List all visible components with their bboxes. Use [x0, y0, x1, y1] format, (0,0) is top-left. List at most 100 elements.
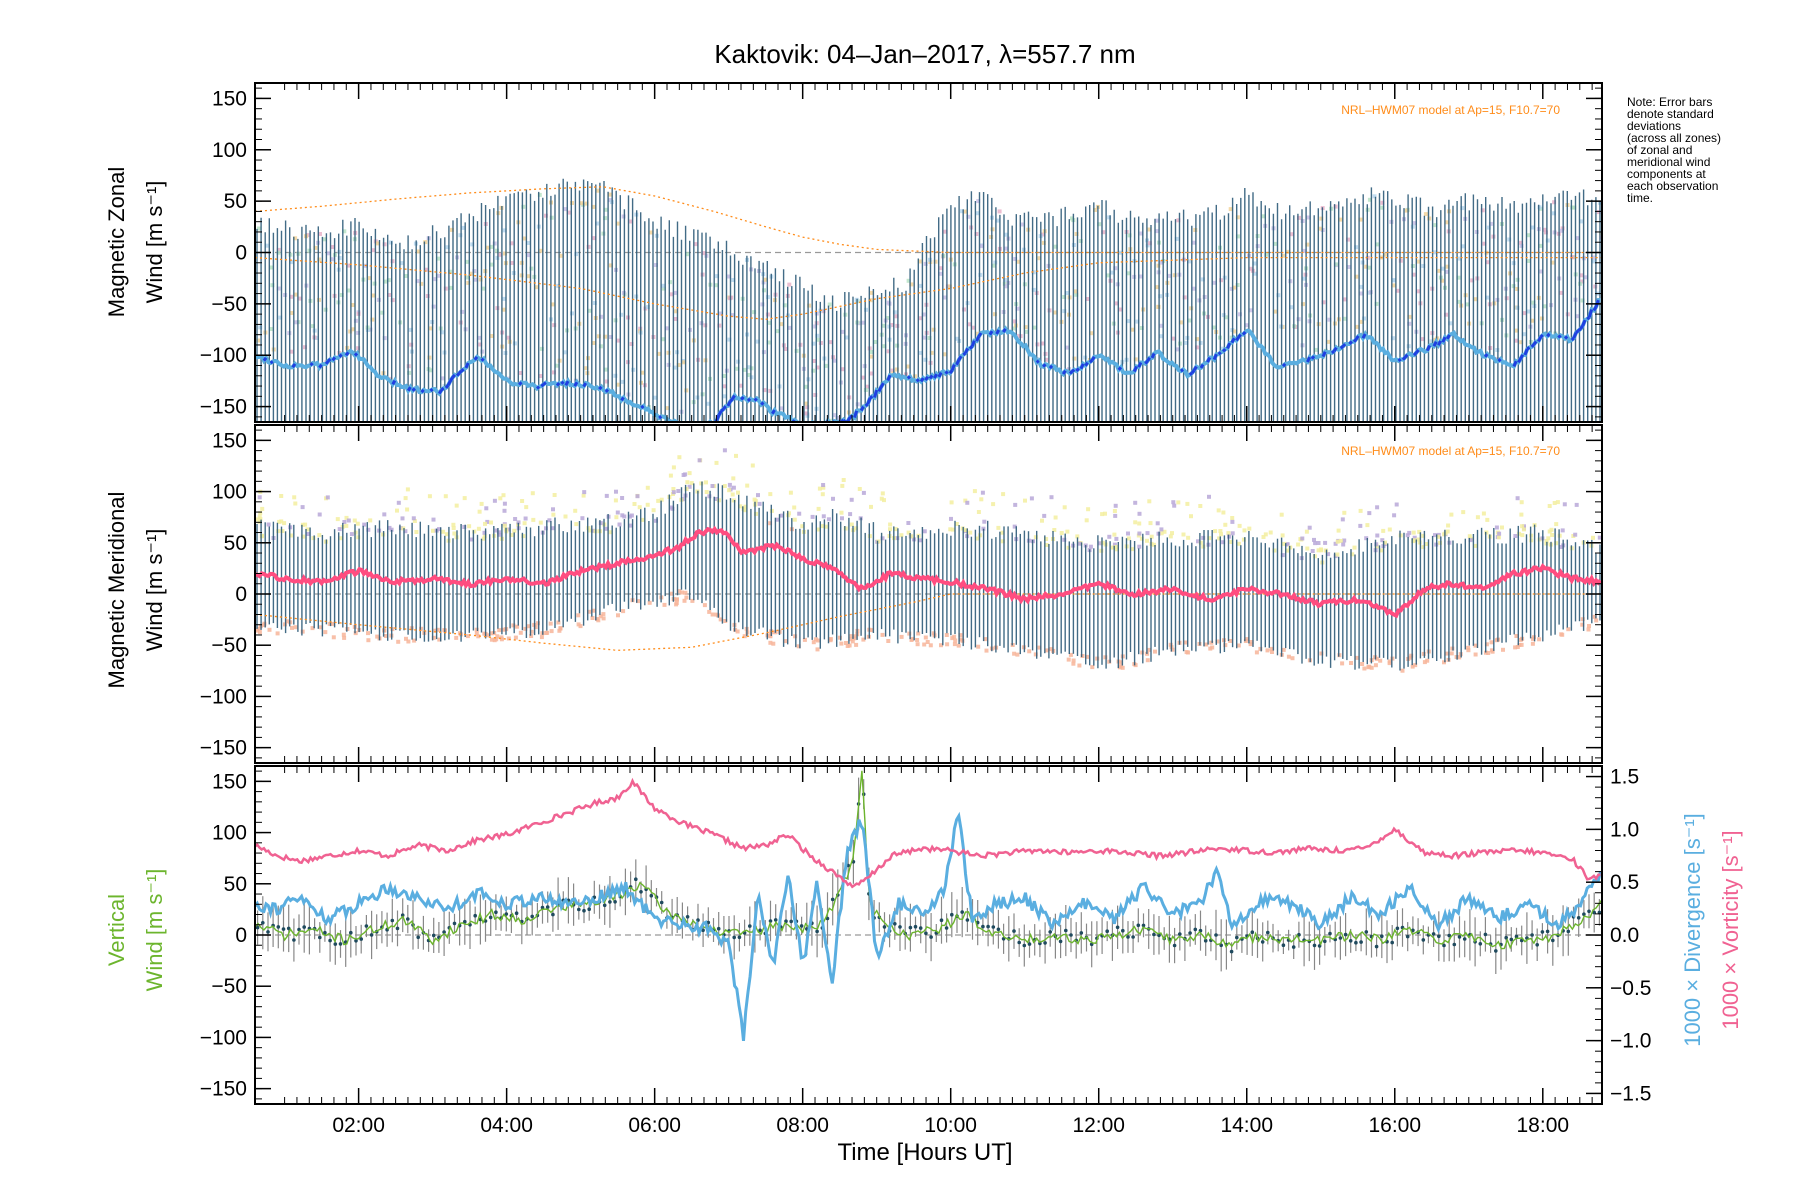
- vertical-wind-point: [659, 900, 664, 905]
- scatter-point: [1254, 650, 1259, 655]
- x-tick-label: 02:00: [332, 1114, 385, 1137]
- scatter-point: [1407, 314, 1412, 319]
- scatter-point: [1584, 275, 1589, 280]
- scatter-point: [558, 253, 563, 258]
- scatter-point: [952, 642, 957, 647]
- vertical-wind-point: [991, 925, 996, 929]
- vertical-wind-point: [1291, 945, 1296, 949]
- scatter-point: [1282, 541, 1287, 546]
- scatter-point: [815, 365, 820, 370]
- scatter-point: [869, 290, 874, 295]
- scatter-point: [996, 525, 1001, 530]
- scatter-point: [260, 506, 265, 511]
- scatter-point: [479, 501, 484, 506]
- scatter-point: [1405, 533, 1410, 538]
- scatter-point: [1526, 233, 1531, 238]
- vertical-wind-point: [825, 916, 830, 921]
- scatter-point: [339, 293, 344, 297]
- scatter-point: [1090, 665, 1095, 670]
- note-line: Note: Error bars: [1627, 95, 1712, 109]
- scatter-point: [1215, 639, 1220, 644]
- scatter-point: [1228, 639, 1233, 643]
- scatter-point: [399, 261, 404, 266]
- scatter-point: [880, 491, 885, 496]
- meridional-mean-line: [255, 525, 1602, 619]
- scatter-point: [1033, 535, 1038, 540]
- zonal-mean-highlight: [449, 376, 454, 382]
- scatter-point: [1084, 518, 1089, 523]
- zonal-mean-highlight: [1581, 319, 1587, 327]
- scatter-point: [927, 336, 932, 340]
- vertical-wind-point: [504, 912, 509, 916]
- scatter-point: [1313, 541, 1318, 546]
- zonal-mean-highlight: [1425, 344, 1431, 352]
- scatter-point: [647, 600, 652, 605]
- vertical-wind-point: [1115, 925, 1120, 930]
- scatter-point: [534, 285, 539, 290]
- scatter-point: [1219, 532, 1223, 537]
- zonal-mean-highlight: [879, 382, 885, 388]
- scatter-point: [916, 631, 921, 636]
- zonal-mean-highlight: [1281, 362, 1287, 368]
- scatter-point: [942, 295, 947, 300]
- scatter-point: [820, 524, 825, 529]
- scatter-point: [603, 367, 608, 372]
- zonal-mean-highlight: [995, 329, 1001, 335]
- y-tick-label: 50: [224, 190, 247, 213]
- scatter-point: [317, 512, 322, 517]
- scatter-point: [869, 350, 874, 354]
- zonal-mean-highlight: [391, 379, 397, 386]
- zonal-mean-highlight: [886, 374, 892, 382]
- scatter-point: [949, 500, 954, 505]
- scatter-point: [598, 344, 603, 349]
- scatter-point: [423, 240, 428, 245]
- scatter-point: [1530, 225, 1535, 230]
- scatter-point: [1029, 496, 1034, 501]
- zonal-mean-highlight: [1445, 334, 1451, 340]
- scatter-point: [1326, 552, 1331, 557]
- scatter-point: [967, 322, 972, 327]
- scatter-point: [1352, 545, 1357, 550]
- scatter-point: [1279, 512, 1284, 517]
- scatter-point: [1501, 647, 1505, 652]
- scatter-point: [804, 401, 808, 406]
- scatter-point: [706, 401, 711, 406]
- scatter-point: [1445, 651, 1450, 656]
- scatter-point: [1159, 531, 1164, 536]
- scatter-point: [837, 635, 842, 640]
- scatter-point: [389, 527, 394, 532]
- scatter-point: [372, 281, 377, 286]
- scatter-point: [677, 589, 682, 594]
- scatter-point: [1369, 665, 1374, 670]
- vertical-wind-point: [1566, 929, 1571, 934]
- scatter-point: [970, 325, 975, 330]
- vertical-wind-point: [913, 924, 918, 929]
- scatter-point: [1264, 252, 1269, 257]
- scatter-point: [1049, 495, 1054, 500]
- scatter-point: [882, 323, 887, 328]
- vertical-wind-point: [613, 900, 617, 904]
- scatter-point: [1484, 642, 1489, 647]
- scatter-point: [558, 626, 563, 631]
- vertical-wind-point: [965, 918, 970, 922]
- scatter-point: [893, 527, 898, 532]
- scatter-point: [1168, 642, 1173, 647]
- scatter-point: [582, 490, 587, 495]
- scatter-point: [366, 631, 370, 636]
- scatter-point: [1263, 532, 1268, 537]
- scatter-point: [1591, 535, 1595, 540]
- scatter-point: [742, 508, 747, 513]
- scatter-point: [390, 298, 395, 303]
- scatter-point: [317, 533, 322, 538]
- scatter-point: [1465, 302, 1470, 307]
- scatter-point: [1178, 320, 1183, 325]
- vertical-wind-point: [608, 900, 612, 904]
- scatter-point: [1333, 204, 1338, 209]
- scatter-point: [256, 626, 261, 631]
- scatter-point: [437, 527, 441, 532]
- vertical-wind-point: [1229, 949, 1234, 954]
- scatter-point: [258, 325, 263, 330]
- vertical-wind-point: [737, 935, 742, 940]
- scatter-point: [1103, 511, 1107, 516]
